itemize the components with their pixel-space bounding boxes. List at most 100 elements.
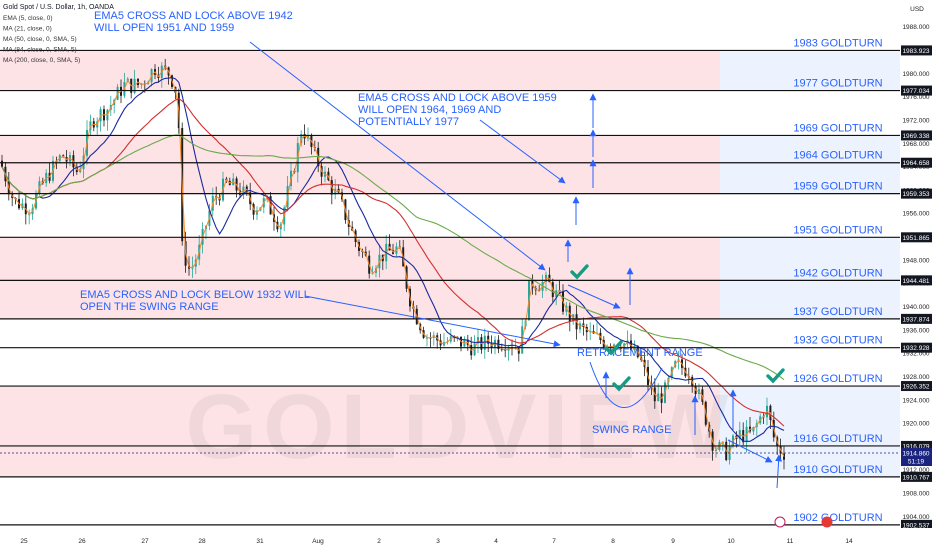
- check-icon-2: [612, 376, 631, 392]
- current-price-bg: [901, 448, 932, 467]
- ma21-line: [1, 77, 785, 442]
- watermark: GOLDVIEW: [186, 376, 735, 478]
- y-tick-19: 1980.000: [902, 71, 929, 78]
- level-price-11: 1910.767: [902, 474, 929, 481]
- x-tick-0: 25: [20, 538, 28, 545]
- check-icon-1: [604, 340, 623, 356]
- level-price-8: 1932.928: [902, 345, 929, 352]
- level-label-8: 1932 GOLDTURN: [793, 335, 882, 347]
- level-price-bg-10: [901, 440, 932, 451]
- x-tick-10: 8: [611, 538, 615, 545]
- y-tick-5: 1924.000: [902, 397, 929, 404]
- check-icon-3: [766, 368, 785, 384]
- level-label-5: 1951 GOLDTURN: [793, 224, 882, 236]
- level-price-bg-12: [901, 519, 932, 530]
- y-tick-4: 1920.000: [902, 421, 929, 428]
- ma84-line: [1, 97, 785, 427]
- y-tick-9: 1940.000: [902, 304, 929, 311]
- level-label-0: 1983 GOLDTURN: [793, 37, 882, 49]
- goldturn-levels: 1983 GOLDTURN 1977 GOLDTURN 1969 GOLDTURN 1…: [0, 37, 900, 526]
- y-tick-8: 1936.000: [902, 327, 929, 334]
- x-tick-14: 14: [845, 538, 853, 545]
- arrow-2: [304, 295, 561, 348]
- x-tick-3: 28: [198, 538, 206, 545]
- level-label-1: 1977 GOLDTURN: [793, 78, 882, 90]
- zone-1: [0, 135, 720, 194]
- x-tick-13: 11: [787, 538, 794, 545]
- level-price-10: 1916.079: [902, 443, 929, 450]
- level-price-12: 1902.537: [902, 522, 929, 529]
- currency-label: USD: [910, 6, 924, 13]
- annotation-2-line-1: OPEN THE SWING RANGE: [80, 301, 219, 313]
- level-price-5: 1951.865: [902, 235, 929, 242]
- level-price-9: 1926.352: [902, 384, 929, 391]
- level-price-4: 1959.353: [902, 191, 929, 198]
- level-price-bg-3: [901, 157, 932, 168]
- current-price: 1914.860: [902, 451, 929, 458]
- level-label-7: 1937 GOLDTURN: [793, 306, 882, 318]
- y-tick-17: 1972.000: [902, 117, 929, 124]
- y-tick-0: 1904.000: [902, 514, 929, 521]
- arrow-13: [727, 439, 773, 463]
- y-tick-11: 1948.000: [902, 257, 929, 264]
- x-tick-1: 26: [78, 538, 86, 545]
- y-tick-7: 1932.000: [902, 351, 929, 358]
- level-label-10: 1916 GOLDTURN: [793, 433, 882, 445]
- annotation-retracement: RETRACEMENT RANGE: [577, 347, 703, 359]
- zone-future-2: [720, 237, 900, 319]
- zone-3: [0, 386, 720, 477]
- x-tick-5: Aug: [312, 538, 324, 545]
- level-price-2: 1969.338: [902, 133, 929, 140]
- level-price-bg-11: [901, 471, 932, 482]
- annotation-1-line-0: EMA5 CROSS AND LOCK ABOVE 1959: [358, 92, 557, 104]
- level-price-bg-2: [901, 130, 932, 141]
- level-price-bg-0: [901, 45, 932, 56]
- time-axis[interactable]: 25 26 27 28 31 Aug 2 3 4 7 8 9 10 11 14: [0, 516, 932, 550]
- level-label-12: 1902 GOLDTURN: [793, 512, 882, 524]
- arrow-0: [249, 41, 546, 271]
- y-tick-16: 1968.000: [902, 141, 929, 148]
- check-icon-0: [570, 264, 589, 280]
- indicator-1: MA (21, close, 0): [3, 26, 52, 33]
- y-tick-18: 1976.000: [902, 94, 929, 101]
- swing-curve: [589, 361, 663, 408]
- x-tick-7: 3: [436, 538, 440, 545]
- indicator-4: MA (200, close, 0, SMA, 5): [3, 57, 80, 64]
- y-tick-2: 1912.000: [902, 467, 929, 474]
- x-tick-4: 31: [256, 538, 264, 545]
- level-price-bg-5: [901, 232, 932, 243]
- ma200-line: [1, 134, 785, 381]
- indicator-0: EMA (5, close, 0): [3, 15, 53, 22]
- level-price-bg-1: [901, 85, 932, 96]
- level-label-3: 1964 GOLDTURN: [793, 150, 882, 162]
- arrow-9: [567, 284, 621, 309]
- candle-body: [1, 160, 3, 167]
- level-label-11: 1910 GOLDTURN: [793, 464, 882, 476]
- level-price-7: 1937.874: [902, 316, 929, 323]
- event-icon: [774, 516, 786, 528]
- level-price-3: 1964.658: [902, 160, 929, 167]
- level-price-bg-9: [901, 381, 932, 392]
- indicator-legend: Gold Spot / U.S. Dollar, 1h, OANDA EMA (5…: [3, 4, 114, 64]
- watermark-text: GOLDVIEW: [186, 376, 735, 478]
- y-tick-13: 1956.000: [902, 211, 929, 218]
- time-axis-bg: [0, 528, 932, 550]
- level-price-0: 1983.923: [902, 48, 929, 55]
- indicator-3: MA (84, close, 0, SMA, 5): [3, 47, 77, 54]
- countdown: 51:19: [908, 459, 925, 466]
- goldturn-zones: [0, 50, 900, 477]
- y-tick-6: 1928.000: [902, 374, 929, 381]
- x-tick-12: 10: [727, 538, 735, 545]
- moving-averages: [1, 65, 785, 457]
- level-label-4: 1959 GOLDTURN: [793, 181, 882, 193]
- level-price-bg-8: [901, 342, 932, 353]
- level-price-bg-4: [901, 188, 932, 199]
- y-tick-21: 1988.000: [902, 24, 929, 31]
- indicator-2: MA (50, close, 0, SMA, 5): [3, 36, 77, 43]
- annotation-1-line-1: WILL OPEN 1964, 1969 AND: [358, 104, 501, 116]
- zone-future-0: [720, 50, 900, 91]
- arrow-1: [479, 119, 566, 184]
